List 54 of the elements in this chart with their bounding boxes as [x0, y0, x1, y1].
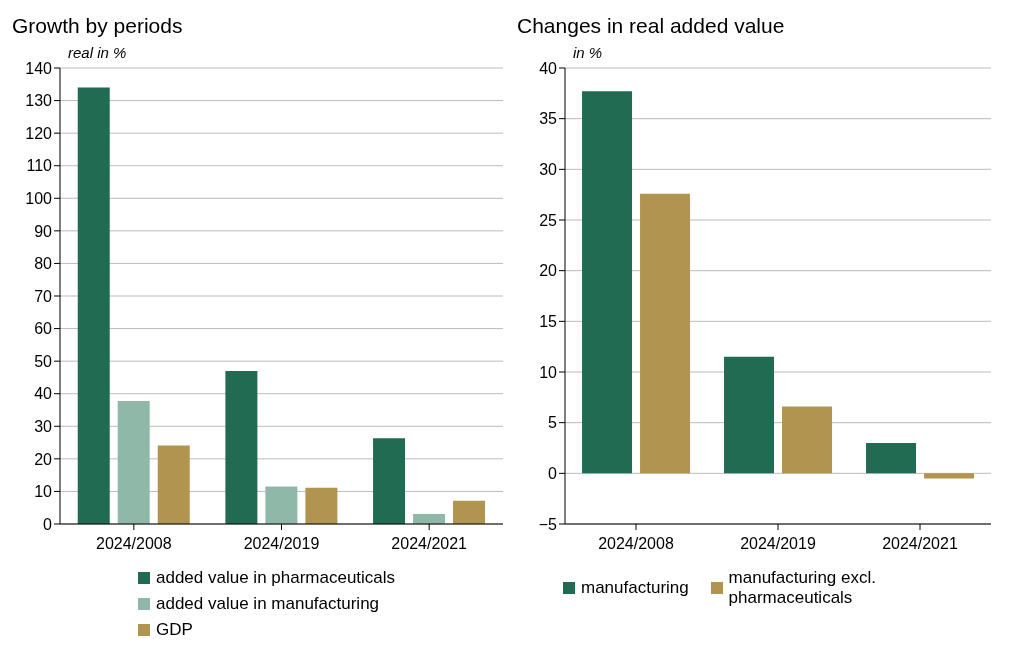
y-tick-label: 100	[25, 189, 53, 207]
bar	[924, 473, 975, 479]
y-tick-label: 0	[548, 465, 558, 483]
legend-label: manufacturing	[581, 578, 689, 598]
x-tick-label: 2024/2019	[243, 535, 320, 553]
legend-label: GDP	[156, 620, 193, 640]
bar	[265, 486, 298, 524]
x-tick-label: 2024/2008	[96, 535, 172, 553]
chart-title: Growth by periods	[12, 14, 184, 39]
bar	[582, 91, 633, 474]
y-tick-label: 10	[34, 483, 53, 501]
bar	[866, 442, 917, 474]
y-tick-label: 120	[25, 124, 53, 142]
x-tick-label: 2024/2021	[882, 535, 958, 553]
legend-label: added value in manufacturing	[156, 594, 380, 614]
y-tick-label: 0	[43, 515, 53, 533]
bar	[117, 400, 150, 524]
bar	[305, 487, 338, 524]
legend-label: manufacturing excl. pharmaceuticals	[728, 568, 877, 608]
bar	[724, 356, 775, 474]
y-axis-title: real in %	[68, 44, 127, 61]
y-tick-label: 50	[34, 352, 53, 370]
y-tick-label: 20	[539, 262, 558, 280]
x-tick-label: 2024/2021	[391, 535, 468, 553]
bar	[77, 87, 110, 524]
bar	[157, 445, 190, 524]
y-axis-title: in %	[573, 44, 603, 61]
y-tick-label: 15	[539, 313, 558, 331]
y-tick-label: 140	[25, 59, 53, 77]
y-tick-label: 5	[548, 414, 558, 432]
y-tick-label: 35	[539, 110, 558, 128]
bar	[640, 193, 691, 474]
y-tick-label: 40	[539, 59, 558, 77]
y-tick-label: 40	[34, 385, 53, 403]
bar	[453, 500, 486, 524]
y-tick-label: 25	[539, 211, 558, 229]
y-tick-label: 110	[26, 157, 53, 175]
y-tick-label: 20	[34, 450, 53, 468]
chart-title: Changes in real added value	[517, 14, 786, 39]
bar	[225, 370, 258, 524]
x-tick-label: 2024/2019	[740, 535, 816, 553]
y-tick-label: 10	[539, 363, 558, 381]
y-tick-label: 30	[34, 417, 53, 435]
y-tick-label: 80	[34, 255, 53, 273]
legend-label: added value in pharmaceuticals	[156, 568, 396, 588]
y-tick-label: −5	[538, 515, 558, 533]
y-tick-label: 70	[34, 287, 53, 305]
y-tick-label: 130	[25, 92, 53, 110]
y-tick-label: 90	[34, 222, 53, 240]
y-tick-label: 30	[539, 161, 558, 179]
x-tick-label: 2024/2008	[598, 535, 674, 553]
y-tick-label: 60	[34, 320, 53, 338]
bar	[782, 406, 833, 474]
bar	[373, 438, 406, 524]
